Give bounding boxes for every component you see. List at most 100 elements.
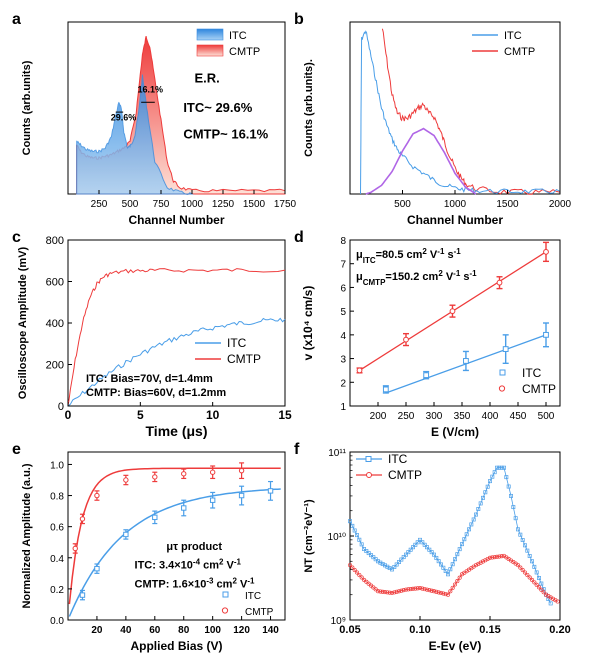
data-point-itc (152, 514, 158, 521)
y-tick-label: 3 (340, 355, 346, 366)
data-point-cmtp (443, 592, 448, 597)
x-axis-label: Applied Bias (V) (130, 639, 222, 653)
data-point-cmtp (480, 559, 486, 564)
data-point-cmtp (438, 590, 444, 596)
mobility-cmtp-part: -1 (469, 269, 477, 278)
x-tick-label: 2000 (549, 199, 572, 210)
x-tick-label: 1000 (444, 199, 467, 210)
fwhm-cmtp-label: 16.1% (137, 84, 163, 94)
x-tick-label: 200 (370, 411, 387, 422)
mt-cmtp-part: V (237, 578, 248, 590)
legend-label: CMTP (229, 46, 260, 58)
data-point-itc (350, 523, 355, 528)
data-point-cmtp (209, 469, 216, 475)
data-point-itc (460, 542, 464, 547)
y-tick-label: 6 (340, 283, 346, 294)
data-point-itc (467, 527, 471, 532)
data-point-itc (123, 531, 129, 538)
data-point-cmtp (429, 588, 434, 593)
data-point-cmtp (94, 492, 100, 499)
mt-itc-part: cm (200, 560, 219, 572)
data-point-itc (373, 557, 378, 562)
legend-swatch (222, 591, 229, 598)
data-point-itc (371, 555, 376, 560)
y-axis-label: Counts (arb.units) (21, 60, 33, 155)
data-point-cmtp (347, 563, 353, 568)
data-point-cmtp (555, 599, 560, 604)
y-tick-label: 4 (340, 331, 346, 342)
mt-itc: ITC: 3.4×10-4 cm2 V-1 (135, 557, 242, 572)
data-point-itc (366, 551, 371, 556)
mt-cmtp-part: 2 (232, 576, 237, 585)
x-tick-label: 0.10 (409, 624, 430, 636)
x-axis-label: E-Ev (eV) (429, 639, 482, 653)
data-point-cmtp (492, 555, 497, 560)
data-point-itc (408, 547, 413, 552)
data-point-cmtp (452, 582, 458, 587)
panel-b: b ITC CMTP 500 1000 1500 2000 Channel Number Cou… (294, 11, 572, 227)
data-point-itc (415, 540, 420, 545)
data-point-itc (448, 567, 453, 572)
data-point-itc (441, 565, 446, 570)
data-point-cmtp (485, 556, 490, 562)
data-point-itc (406, 550, 411, 555)
data-point-cmtp (490, 555, 495, 560)
data-point-itc (355, 533, 359, 538)
legend-marker (366, 472, 372, 478)
y-tick-label: 0.2 (50, 585, 64, 596)
panel-a: a 29.6% 16.1% E.R. ITC~ 29.6% CMTP~ 16.1% ITC C… (12, 11, 297, 227)
data-point-itc (511, 505, 516, 510)
data-point-cmtp (389, 590, 395, 595)
data-point-itc (539, 581, 544, 586)
data-point-itc (506, 484, 511, 489)
legend-label: CMTP (227, 352, 261, 366)
data-point-itc (413, 542, 418, 547)
itc-line (360, 30, 561, 195)
data-point-itc (469, 522, 474, 527)
data-point-cmtp (354, 570, 360, 575)
data-point-cmtp (543, 248, 549, 255)
data-point-itc (530, 559, 534, 564)
panel-f: f ITC CMTP 0.05 0.10 0.15 0.20 10⁹ 10¹⁰ 10¹¹ E-Ev … (294, 441, 571, 653)
y-tick-label: 0.6 (50, 523, 64, 534)
mt-itc-part: -4 (193, 557, 201, 566)
data-point-cmtp (455, 579, 460, 584)
y-tick-label: 5 (340, 307, 346, 318)
data-point-cmtp (483, 558, 488, 563)
data-point-itc (443, 569, 448, 573)
x-tick-label: 1000 (181, 199, 204, 210)
data-point-itc (411, 545, 415, 550)
x-tick-label: 0.20 (549, 624, 570, 636)
x-tick-label: 1750 (274, 199, 297, 210)
x-tick-label: 500 (538, 411, 555, 422)
mobility-itc-part: -1 (454, 247, 462, 256)
data-point-itc (513, 516, 518, 521)
data-point-cmtp (496, 279, 503, 286)
y-axis-label: Counts (arb.units). (303, 59, 315, 157)
data-point-itc (543, 331, 549, 338)
data-point-itc (348, 519, 352, 524)
cmtp-line (67, 268, 286, 407)
x-axis-label: Channel Number (407, 213, 503, 227)
mobility-itc-part: =80.5 cm (376, 249, 423, 261)
data-point-itc (490, 474, 495, 479)
data-point-cmtp (529, 577, 535, 582)
y-tick-label: 10⁹ (331, 616, 346, 627)
data-point-itc (427, 547, 432, 552)
data-point-cmtp (408, 587, 413, 592)
data-point-cmtp (79, 516, 86, 522)
mt-cmtp-part: CMTP: 1.6×10 (135, 578, 207, 590)
plot-frame (67, 451, 286, 621)
data-point-itc (463, 358, 469, 364)
data-point-itc (502, 346, 509, 352)
data-point-cmtp (532, 580, 537, 585)
gaussian-fit-line (365, 127, 477, 195)
data-point-itc (422, 542, 427, 547)
mt-cmtp-part: -3 (206, 576, 214, 585)
data-point-itc (432, 552, 436, 557)
x-tick-label: 0.05 (339, 624, 360, 636)
data-point-cmtp (536, 585, 542, 590)
data-point-itc (520, 538, 525, 542)
data-point-cmtp (357, 572, 362, 578)
y-tick-label: 1.0 (50, 460, 64, 471)
